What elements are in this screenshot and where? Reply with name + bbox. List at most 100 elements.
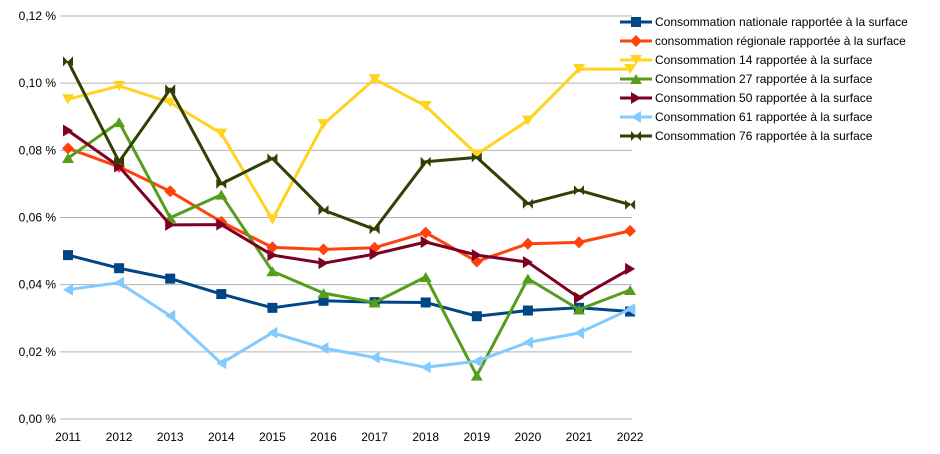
data-point <box>573 304 585 315</box>
legend-item: Consommation 61 rapportée à la surface <box>620 110 873 124</box>
data-point <box>522 256 533 269</box>
legend-label: Consommation 27 rapportée à la surface <box>655 72 873 86</box>
legend-label: Consommation 50 rapportée à la surface <box>655 91 873 105</box>
data-point <box>471 249 482 262</box>
data-point <box>318 205 329 216</box>
series-line <box>67 120 631 378</box>
x-tick-label: 2012 <box>106 430 133 444</box>
x-tick-label: 2016 <box>310 430 337 444</box>
legend-item: Consommation nationale rapportée à la su… <box>620 15 908 29</box>
data-point <box>164 185 177 198</box>
x-tick-label: 2022 <box>617 430 644 444</box>
data-point <box>420 361 431 374</box>
legend: Consommation nationale rapportée à la su… <box>620 15 908 143</box>
data-point <box>630 74 642 84</box>
y-tick-labels: 0,00 % 0,02 % 0,04 % 0,06 % 0,08 % 0,10 % 0,12… <box>19 9 57 426</box>
data-point <box>216 357 227 370</box>
data-point <box>420 156 431 167</box>
data-point <box>420 236 431 249</box>
data-point <box>625 303 636 316</box>
data-point <box>573 64 585 75</box>
data-point <box>63 283 73 296</box>
y-tick-label: 0,12 % <box>19 9 57 23</box>
series-line <box>66 60 631 231</box>
y-tick-label: 0,04 % <box>19 278 57 292</box>
y-tick-label: 0,08 % <box>19 143 57 157</box>
series-6 <box>63 276 636 374</box>
data-point <box>216 289 227 300</box>
series-line <box>67 129 631 300</box>
data-point <box>113 117 126 128</box>
data-point <box>165 309 176 322</box>
data-point <box>574 185 584 196</box>
data-point <box>318 257 329 270</box>
legend-item: Consommation 14 rapportée à la surface <box>620 53 873 67</box>
data-point <box>317 243 330 256</box>
data-point <box>267 302 278 313</box>
data-point <box>317 119 330 130</box>
y-tick-label: 0,10 % <box>19 76 57 90</box>
y-tick-label: 0,02 % <box>19 345 57 359</box>
data-point <box>215 128 228 139</box>
data-point <box>368 297 381 308</box>
data-point <box>573 236 585 249</box>
data-point <box>521 237 534 250</box>
data-point <box>625 262 636 275</box>
x-tick-labels: 2011 2012 2013 2014 2015 2016 2017 2018 2019 2020… <box>55 430 644 444</box>
data-point <box>165 84 176 95</box>
data-point <box>318 295 329 306</box>
data-point <box>114 263 125 274</box>
legend-label: Consommation 14 rapportée à la surface <box>655 53 873 67</box>
x-tick-label: 2018 <box>412 430 439 444</box>
data-point <box>419 271 432 282</box>
legend-item: Consommation 27 rapportée à la surface <box>620 72 873 86</box>
legend-label: Consommation nationale rapportée à la su… <box>655 15 908 29</box>
legend-item: Consommation 76 rapportée à la surface <box>620 129 873 143</box>
data-point <box>521 115 534 126</box>
data-point <box>165 218 176 231</box>
data-point <box>574 327 584 340</box>
data-point <box>318 342 329 355</box>
data-point <box>419 226 432 239</box>
data-point <box>624 224 637 237</box>
series-5 <box>63 124 636 304</box>
y-tick-label: 0,00 % <box>19 412 57 426</box>
data-point <box>470 370 483 381</box>
data-point <box>369 351 380 364</box>
data-point <box>267 249 278 262</box>
x-tick-label: 2013 <box>157 430 184 444</box>
data-point <box>216 178 227 189</box>
data-point <box>368 74 381 85</box>
data-point <box>470 149 483 160</box>
data-point <box>216 218 227 231</box>
data-point <box>369 248 380 261</box>
x-tick-label: 2017 <box>361 430 388 444</box>
data-point <box>521 273 534 284</box>
legend-item: Consommation 50 rapportée à la surface <box>620 91 873 105</box>
data-point <box>625 199 636 210</box>
series-1 <box>63 250 636 322</box>
data-point <box>574 291 584 304</box>
data-point <box>420 297 431 308</box>
series-2 <box>62 142 637 268</box>
x-tick-label: 2020 <box>515 430 542 444</box>
data-point <box>522 198 533 209</box>
data-point <box>317 288 330 299</box>
data-point <box>267 153 278 164</box>
x-tick-label: 2014 <box>208 430 235 444</box>
data-point <box>630 35 642 47</box>
data-point <box>113 80 126 91</box>
data-point <box>62 142 74 155</box>
series-line <box>67 67 631 221</box>
data-point <box>522 336 533 349</box>
data-point <box>164 97 177 108</box>
series-4 <box>62 117 637 381</box>
x-tick-label: 2011 <box>55 430 81 444</box>
data-point <box>114 156 125 167</box>
data-point <box>369 224 380 235</box>
data-point <box>215 189 228 200</box>
data-point <box>419 101 432 112</box>
data-point <box>63 124 73 137</box>
legend-label: Consommation 61 rapportée à la surface <box>655 110 873 124</box>
